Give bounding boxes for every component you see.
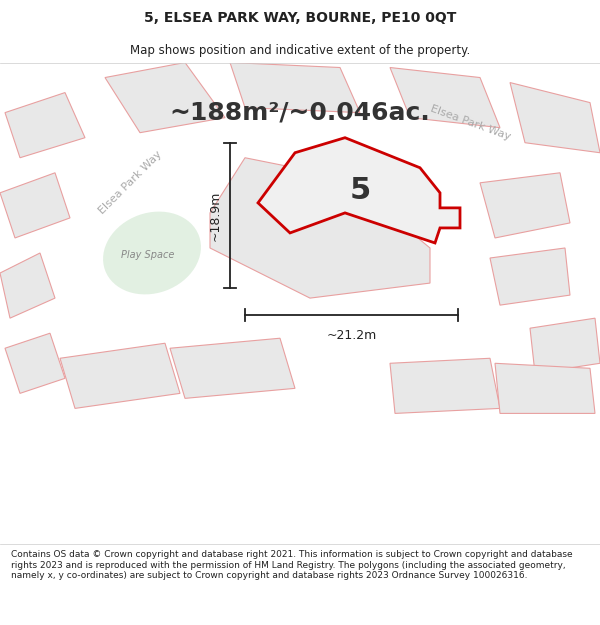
Text: ~21.2m: ~21.2m <box>326 329 377 342</box>
Text: ~188m²/~0.046ac.: ~188m²/~0.046ac. <box>170 101 430 124</box>
Polygon shape <box>170 338 295 398</box>
Polygon shape <box>480 173 570 238</box>
Polygon shape <box>258 138 460 243</box>
Polygon shape <box>210 158 430 298</box>
Text: Map shows position and indicative extent of the property.: Map shows position and indicative extent… <box>130 44 470 57</box>
Polygon shape <box>390 358 500 413</box>
Text: Elsea Park Way: Elsea Park Way <box>97 149 163 216</box>
Polygon shape <box>5 333 65 393</box>
Polygon shape <box>230 62 360 112</box>
Polygon shape <box>390 68 500 128</box>
Ellipse shape <box>103 212 201 294</box>
Polygon shape <box>0 173 70 238</box>
Text: Play Space: Play Space <box>121 250 175 260</box>
Polygon shape <box>530 318 600 373</box>
Text: Elsea Park Way: Elsea Park Way <box>428 104 511 142</box>
Polygon shape <box>510 82 600 152</box>
Text: ~18.9m: ~18.9m <box>209 190 222 241</box>
Polygon shape <box>490 248 570 305</box>
Polygon shape <box>5 92 85 158</box>
Polygon shape <box>0 253 55 318</box>
Polygon shape <box>105 62 225 132</box>
Polygon shape <box>495 363 595 413</box>
Text: 5: 5 <box>349 176 371 206</box>
Polygon shape <box>60 343 180 408</box>
Text: 5, ELSEA PARK WAY, BOURNE, PE10 0QT: 5, ELSEA PARK WAY, BOURNE, PE10 0QT <box>144 11 456 25</box>
Text: Contains OS data © Crown copyright and database right 2021. This information is : Contains OS data © Crown copyright and d… <box>11 550 572 580</box>
